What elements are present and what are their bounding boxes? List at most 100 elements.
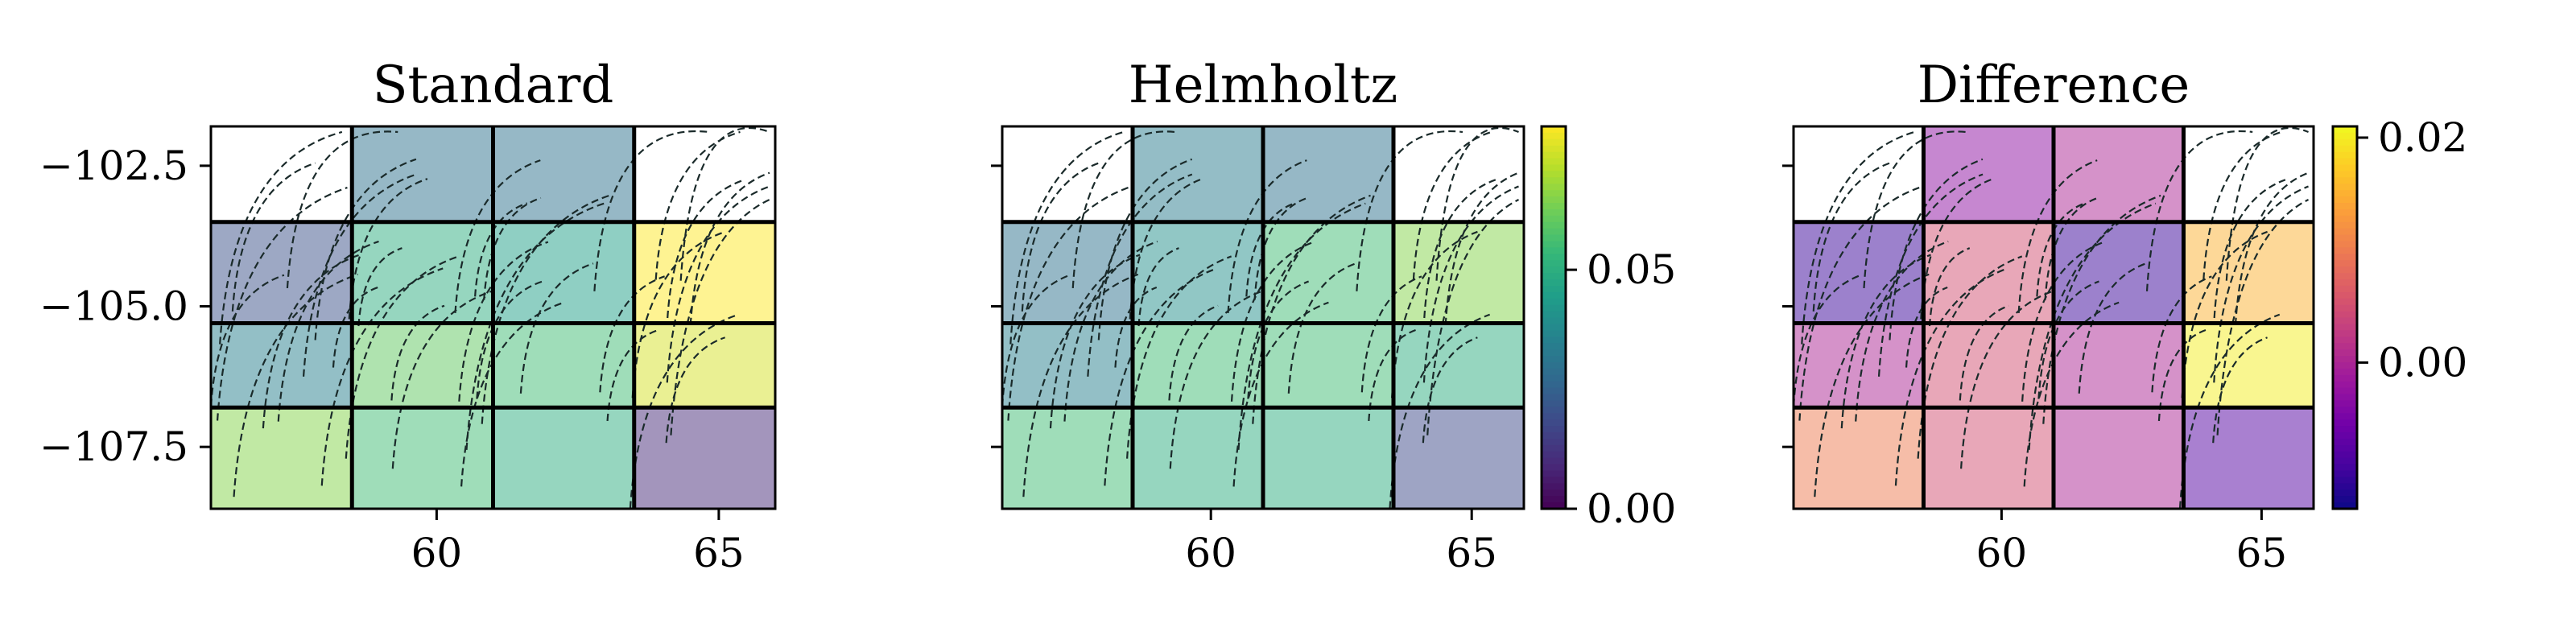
streamline (231, 162, 316, 312)
heatmap-cell (1393, 407, 1524, 509)
colorbar-segment (1542, 374, 1566, 382)
streamline (1001, 274, 1071, 407)
heatmap-cell (493, 407, 634, 509)
colorbar-segment (2333, 444, 2357, 452)
colorbar-segment (2333, 489, 2357, 497)
colorbar-segment (2333, 145, 2357, 153)
panel-2: Helmholtz 60 65 0.00 0.05 (991, 56, 1676, 576)
colorbar-segment (1542, 298, 1566, 306)
streamline (1889, 158, 1984, 341)
colorbar-segment (1542, 496, 1566, 503)
colorbar-segment (1542, 254, 1566, 261)
heatmap-cell (2183, 407, 2314, 509)
heatmap-cell (493, 221, 634, 324)
axes-frame (209, 125, 777, 510)
colorbar-segment (1542, 444, 1566, 452)
colorbar-segment (2333, 203, 2357, 210)
streamline (483, 196, 542, 300)
colorbar-segment (2333, 432, 2357, 440)
streamline (1391, 230, 1478, 398)
heatmap-cell (1923, 221, 2054, 324)
cell-grid (211, 126, 775, 509)
streamline (666, 185, 770, 383)
streamline (458, 241, 549, 402)
heatmap-cell (493, 126, 634, 222)
heatmap-cell (1263, 407, 1393, 509)
streamline (390, 304, 445, 401)
streamline (454, 159, 541, 313)
streamline (1114, 286, 1158, 368)
colorbar-segment (1542, 279, 1566, 287)
y-tick-label: −107.5 (39, 423, 188, 470)
colorbar-segment (2333, 343, 2357, 350)
colorbar-segment (2333, 387, 2357, 395)
streamline (1247, 280, 1310, 399)
colorbar-segment (1542, 215, 1566, 223)
streamline (233, 273, 358, 497)
axes-frame (1001, 125, 1525, 510)
streamline (332, 286, 378, 368)
streamline (1137, 247, 1179, 327)
colorbar-segment (2333, 247, 2357, 254)
colorbar-segment (1542, 196, 1566, 204)
heatmap-cell (352, 126, 493, 222)
colorbar-segment (2333, 483, 2357, 490)
streamline (1230, 241, 1315, 402)
colorbar-segment (2333, 451, 2357, 459)
heatmap-cell (1393, 126, 1524, 222)
colorbar-segment (1542, 451, 1566, 459)
colorbar-segment (1542, 457, 1566, 465)
cell-grid (1794, 126, 2314, 509)
colorbar-segment (1542, 477, 1566, 484)
colorbar-segment (1542, 413, 1566, 420)
colorbar-segment (2333, 171, 2357, 178)
colorbar-segment (2333, 356, 2357, 363)
colorbar-segment (2333, 477, 2357, 484)
colorbar-segment (2333, 361, 2357, 369)
streamline (1168, 304, 1219, 401)
colorbar-segment (1542, 432, 1566, 440)
x-tick-label: 60 (1185, 530, 1236, 576)
heatmap-cell (493, 323, 634, 408)
streamline (2181, 230, 2268, 398)
streamline (1360, 275, 1422, 393)
colorbar-segment (1542, 171, 1566, 178)
streamline (1368, 328, 1416, 422)
colorbar-segment (1542, 311, 1566, 319)
streamline (2037, 280, 2099, 399)
colorbar-segment (2333, 177, 2357, 184)
colorbar-segment (2333, 151, 2357, 159)
colorbar-segment (1542, 138, 1566, 147)
heatmap-cell (2183, 323, 2314, 408)
heatmap-cell (1133, 126, 1263, 222)
panel-3: Difference 60 65 0.00 0.02 (1782, 56, 2467, 576)
streamline (2028, 202, 2157, 450)
colorbar-segment (1542, 361, 1566, 369)
x-tick-label: 65 (1446, 530, 1497, 576)
streamline (599, 275, 665, 393)
streamlines (1792, 126, 2310, 509)
streamline (1422, 185, 1519, 383)
streamline (314, 158, 417, 341)
streamline (1422, 336, 1478, 444)
streamline (2213, 185, 2309, 383)
colorbar-segment (1542, 464, 1566, 472)
colorbar-segment (1542, 145, 1566, 153)
streamline (1063, 240, 1158, 422)
colorbar-segment (2333, 285, 2357, 293)
colorbar-segment (2333, 394, 2357, 402)
x-tick-label: 65 (693, 530, 745, 576)
heatmap-cell (211, 407, 353, 509)
heatmap-cell (352, 221, 493, 324)
colorbar-segment (2333, 374, 2357, 382)
colorbar-segment (2333, 190, 2357, 197)
heatmap-cell (1133, 323, 1263, 408)
colorbar-segment (2333, 196, 2357, 204)
colorbar-segment (2333, 260, 2357, 267)
heatmap-cell (2183, 126, 2314, 222)
streamline (1812, 162, 1890, 312)
colorbar-segment (2333, 324, 2357, 331)
streamline (593, 130, 709, 291)
colorbar-segment (1542, 349, 1566, 357)
colorbar-segment (2333, 407, 2357, 414)
